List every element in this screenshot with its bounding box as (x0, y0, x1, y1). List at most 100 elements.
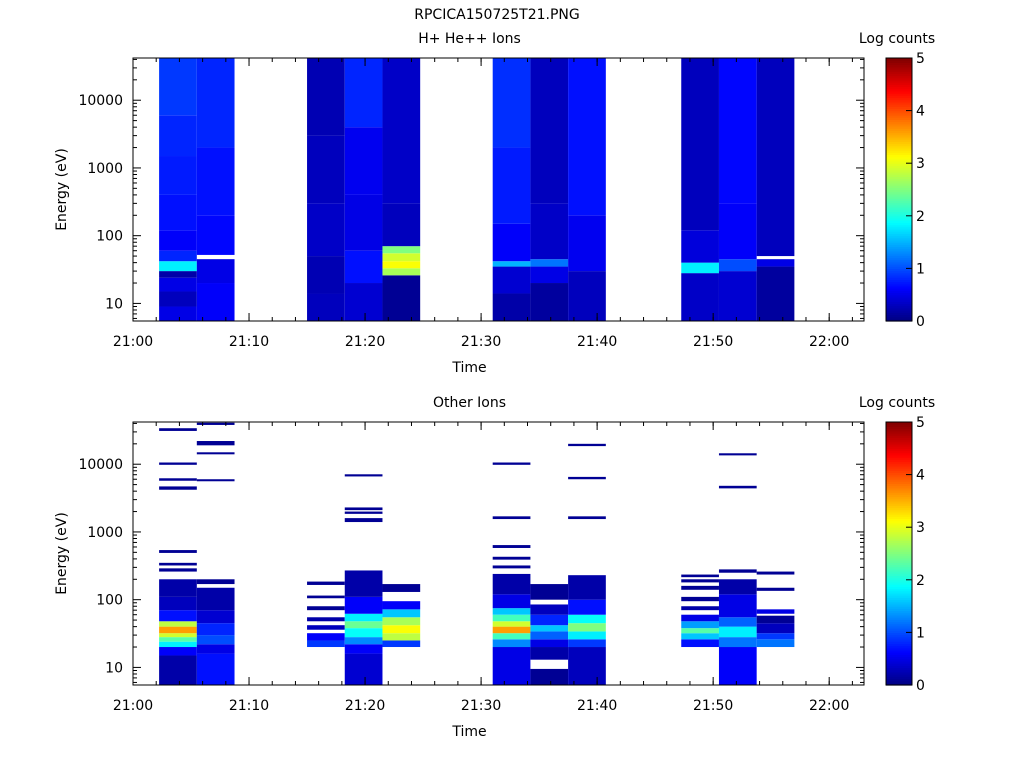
spectrogram-cell (159, 486, 197, 490)
colorbar-tick-label: 1 (916, 625, 925, 641)
spectrogram-cell (344, 283, 383, 321)
colorbar-segment (886, 422, 912, 425)
spectrogram-cell (382, 261, 421, 269)
spectrogram-cell (681, 579, 719, 583)
y-tick-label: 100 (96, 593, 123, 609)
y-tick-label: 10 (105, 296, 123, 312)
spectrogram-cell (307, 256, 345, 294)
spectrogram-cell (530, 584, 569, 600)
colorbar-segment (886, 678, 912, 682)
colorbar-segment (886, 117, 912, 120)
colorbar-segment (886, 154, 912, 158)
spectrogram-cell (718, 579, 757, 595)
colorbar-segment (886, 79, 912, 83)
colorbar-segment (886, 617, 912, 620)
spectrogram-cell (196, 58, 235, 148)
spectrogram-cell (718, 637, 757, 648)
colorbar-segment (886, 424, 912, 427)
spectrogram-cell (344, 596, 383, 614)
colorbar-segment (886, 478, 912, 482)
spectrogram-cell (718, 569, 757, 573)
colorbar-segment (886, 182, 912, 186)
colorbar-segment (886, 430, 912, 434)
colorbar-segment (886, 470, 912, 474)
spectrogram-cell (344, 644, 383, 654)
colorbar-segment (886, 259, 912, 263)
x-tick-label: 21:40 (577, 698, 617, 714)
colorbar-segment (886, 75, 912, 79)
y-axis-label: Energy (eV) (54, 512, 70, 595)
colorbar-segment (886, 101, 912, 105)
spectrogram-cell (492, 293, 531, 321)
x-tick-label: 21:20 (345, 334, 385, 350)
colorbar-segment (886, 82, 912, 85)
panel-1: 21:00 21:10 21:20 21:30 21:40 21:50 22:0010100… (54, 31, 935, 376)
colorbar-segment (886, 145, 912, 149)
spectrogram-cell (530, 266, 569, 284)
colorbar-segment (886, 174, 912, 177)
spectrogram-cell (196, 644, 235, 654)
colorbar-segment (886, 301, 912, 305)
spectrogram-cell (492, 608, 531, 615)
colorbar-segment (886, 474, 912, 478)
y-tick-label: 1000 (87, 525, 123, 541)
spectrogram-cell (756, 571, 795, 575)
spectrogram-cell (530, 614, 569, 626)
colorbar-segment (886, 463, 912, 467)
colorbar-segment (886, 452, 912, 456)
colorbar-segment (886, 428, 912, 432)
colorbar-segment (886, 527, 912, 530)
colorbar-segment (886, 277, 912, 280)
y-tick-label: 10000 (78, 93, 123, 109)
colorbar-frame (885, 57, 913, 322)
spectrogram-cell (681, 574, 719, 578)
colorbar-segment (886, 435, 912, 438)
colorbar-segment (886, 90, 912, 94)
spectrogram-cell (159, 462, 197, 465)
colorbar-segment (886, 285, 912, 289)
spectrogram-cell (681, 628, 719, 634)
spectrogram-cell (307, 625, 345, 630)
colorbar-segment (886, 443, 912, 447)
colorbar-segment (886, 603, 912, 607)
spectrogram-cell (492, 545, 531, 548)
colorbar-segment (886, 171, 912, 175)
spectrogram-cell (382, 609, 421, 618)
colorbar-segment (886, 66, 912, 70)
spectrogram-cell (344, 621, 383, 629)
colorbar-segment (886, 564, 912, 568)
spectrogram-cell (568, 599, 606, 615)
colorbar-segment (886, 612, 912, 616)
colorbar-segment (886, 270, 912, 274)
colorbar-tick-label: 4 (916, 104, 925, 120)
colorbar-segment (886, 191, 912, 195)
colorbar-segment (886, 257, 912, 261)
spectrogram-cell (568, 639, 606, 648)
colorbar-segment (886, 316, 912, 320)
spectrogram-cell (344, 474, 383, 477)
y-tick-label: 100 (96, 229, 123, 245)
colorbar-segment (886, 577, 912, 581)
colorbar-segment (886, 97, 912, 101)
spectrogram-cell (382, 246, 421, 254)
spectrogram-cell (344, 570, 383, 597)
colorbar-segment (886, 290, 912, 294)
spectrogram-cell (568, 623, 606, 632)
colorbar-segment (886, 590, 912, 594)
spectrogram-cell (756, 609, 795, 614)
colorbar-segment (886, 233, 912, 237)
colorbar-segment (886, 268, 912, 272)
colorbar-segment (886, 459, 912, 463)
spectrogram-cell (681, 606, 719, 611)
colorbar-segment (886, 656, 912, 660)
colorbar-segment (886, 535, 912, 539)
colorbar-segment (886, 228, 912, 232)
spectrogram-cell (382, 601, 421, 610)
colorbar-tick-label: 1 (916, 261, 925, 277)
colorbar-segment (886, 77, 912, 81)
colorbar-frame (885, 421, 913, 686)
colorbar-segment (886, 599, 912, 603)
spectrogram-cell (530, 604, 569, 615)
spectrogram-cell (681, 614, 719, 622)
colorbar-segment (886, 571, 912, 574)
